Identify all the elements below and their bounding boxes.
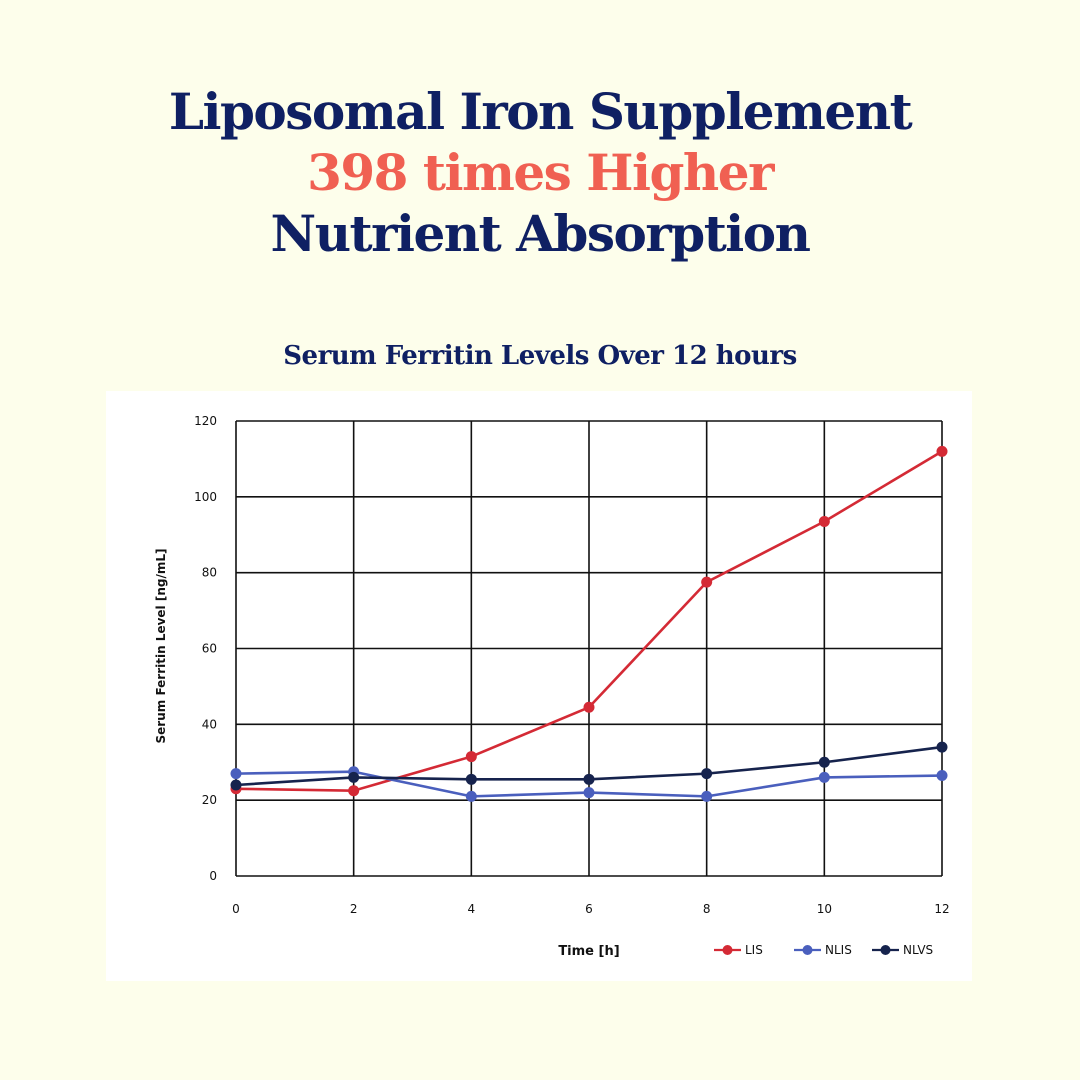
line-chart: 0 20 40 60 80 100 120 0 2 4 6 8 10 12 Serum Ferritin… xyxy=(154,414,950,959)
data-point-nlis xyxy=(818,771,830,783)
legend-label-nlvs: NLVS xyxy=(903,943,933,957)
data-point-lis xyxy=(348,785,360,797)
x-tick-label: 6 xyxy=(585,902,593,916)
x-axis-label: Time [h] xyxy=(558,944,619,959)
y-tick-label: 120 xyxy=(194,414,217,428)
data-point-nlvs xyxy=(936,741,948,753)
data-point-lis xyxy=(818,515,830,527)
legend-label-lis: LIS xyxy=(745,943,763,957)
legend-marker-lis xyxy=(722,945,733,955)
chart-panel: 0 20 40 60 80 100 120 0 2 4 6 8 10 12 Serum Ferritin… xyxy=(106,391,972,981)
data-point-lis xyxy=(583,701,595,713)
data-point-nlvs xyxy=(230,779,242,791)
data-point-nlis xyxy=(583,787,595,799)
data-point-nlvs xyxy=(465,773,477,785)
headline-line-3: Nutrient Absorption xyxy=(270,204,811,263)
data-point-nlvs xyxy=(583,773,595,785)
y-axis-label: Serum Ferritin Level [ng/mL] xyxy=(154,549,168,744)
chart-legend: LIS NLIS NLVS xyxy=(714,943,933,957)
y-tick-label: 0 xyxy=(209,869,217,883)
data-point-nlvs xyxy=(818,756,830,768)
chart-series xyxy=(230,445,948,802)
x-tick-label: 4 xyxy=(468,902,476,916)
legend-marker-nlis xyxy=(802,945,813,955)
y-tick-label: 60 xyxy=(202,642,217,656)
data-point-lis xyxy=(936,445,948,457)
data-point-lis xyxy=(701,576,713,588)
data-point-nlvs xyxy=(348,771,360,783)
y-tick-label: 100 xyxy=(194,490,217,504)
y-tick-label: 20 xyxy=(202,793,217,807)
data-point-nlis xyxy=(701,790,713,802)
legend-label-nlis: NLIS xyxy=(825,943,852,957)
chart-title: Serum Ferritin Levels Over 12 hours xyxy=(283,341,797,371)
data-point-nlvs xyxy=(701,768,713,780)
x-tick-label: 10 xyxy=(817,902,832,916)
chart-grid xyxy=(235,420,943,877)
data-point-nlis xyxy=(230,768,242,780)
data-point-nlis xyxy=(936,770,948,782)
x-tick-label: 8 xyxy=(703,902,711,916)
x-tick-label: 2 xyxy=(350,902,358,916)
legend-marker-nlvs xyxy=(880,945,891,955)
y-tick-label: 40 xyxy=(202,717,217,731)
y-axis-ticks: 0 20 40 60 80 100 120 xyxy=(194,414,217,883)
headline-line-2: 398 times Higher xyxy=(307,143,774,202)
data-point-lis xyxy=(465,751,477,763)
x-tick-label: 12 xyxy=(934,902,949,916)
data-point-nlis xyxy=(465,790,477,802)
x-axis-ticks: 0 2 4 6 8 10 12 xyxy=(232,902,949,916)
y-tick-label: 80 xyxy=(202,566,217,580)
x-tick-label: 0 xyxy=(232,902,240,916)
headline-line-1: Liposomal Iron Supplement xyxy=(168,82,913,141)
